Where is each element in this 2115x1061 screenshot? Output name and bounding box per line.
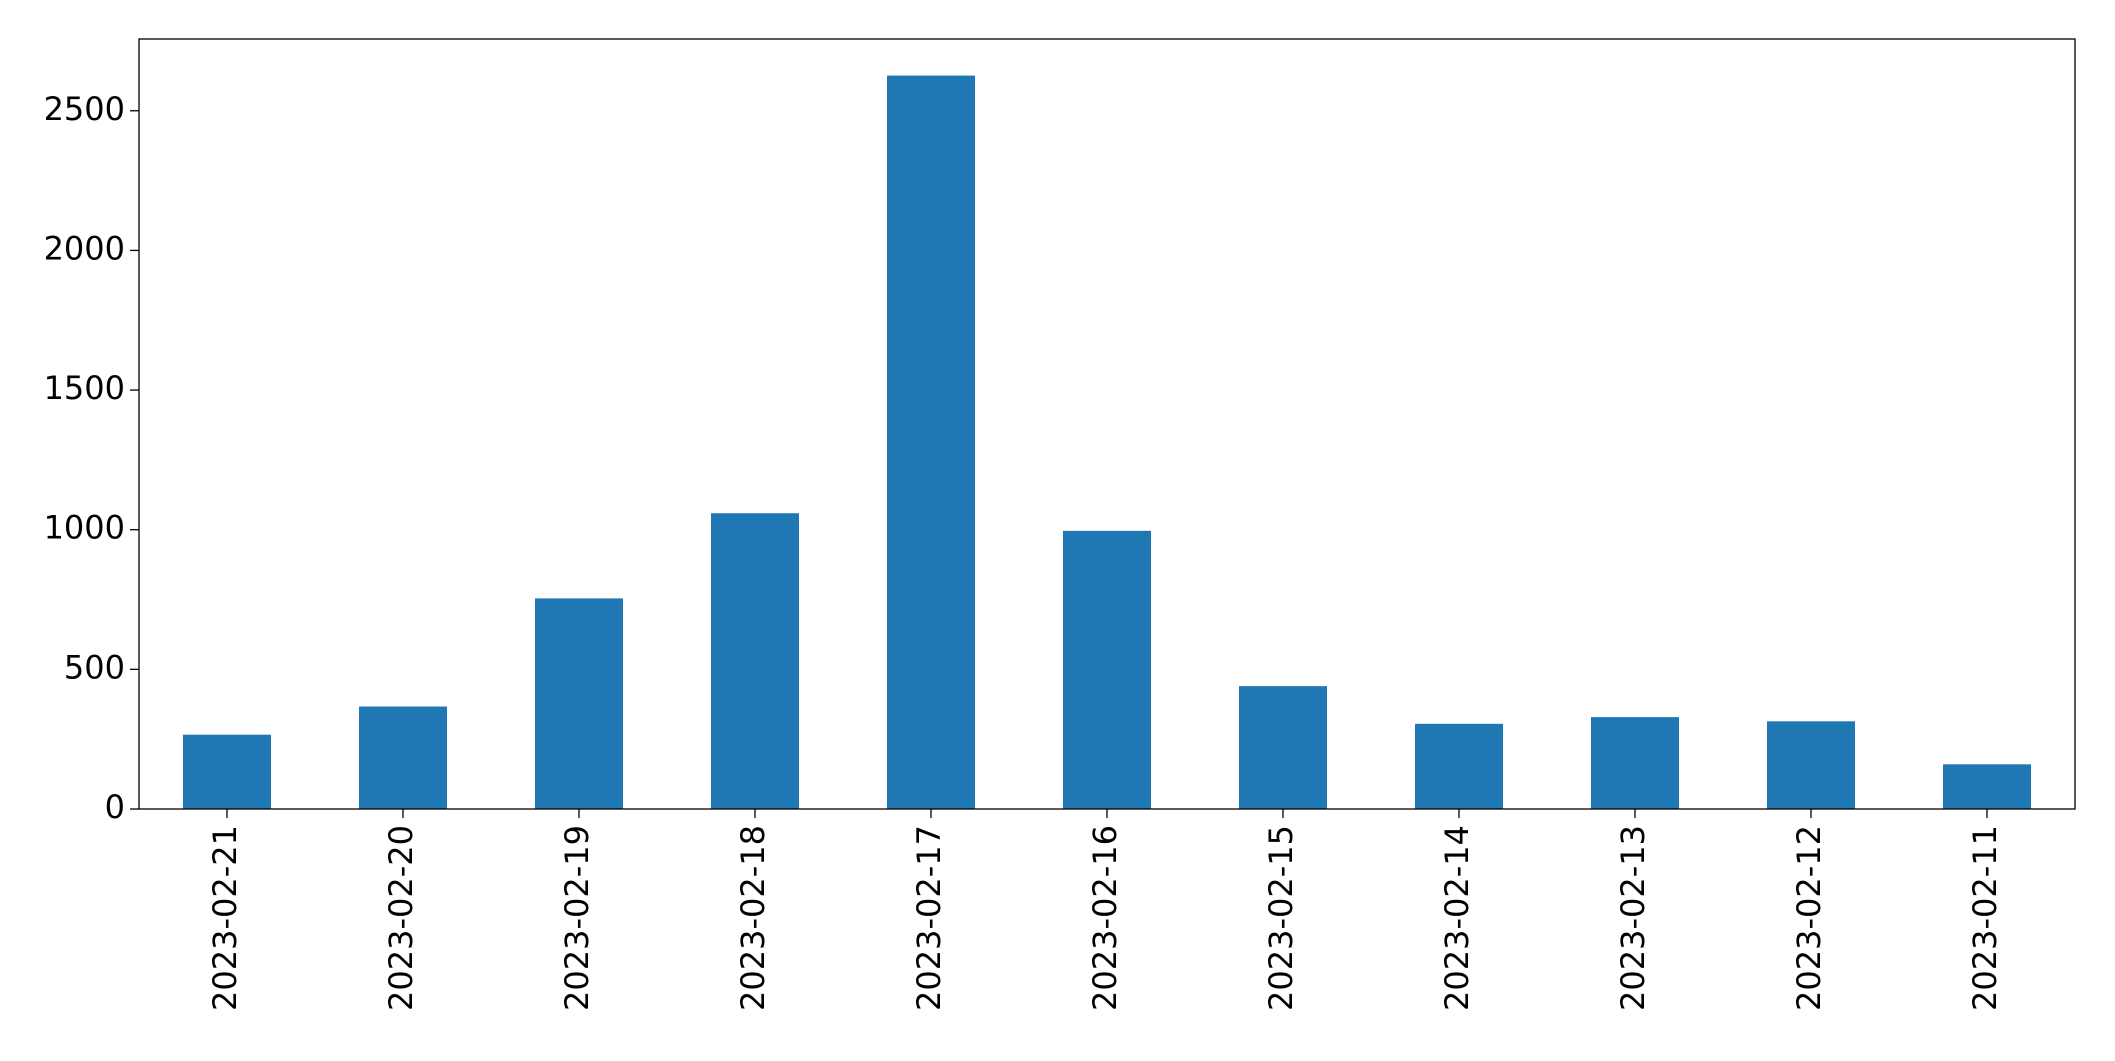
bar [1239,686,1327,809]
bar [711,513,799,809]
y-tick-label: 1000 [44,509,125,547]
bar [1415,723,1503,809]
bar [1767,721,1855,809]
x-tick-label: 2023-02-11 [1966,825,2004,1011]
x-tick-label: 2023-02-15 [1262,825,1300,1011]
x-tick-label: 2023-02-18 [734,825,772,1011]
bar [183,734,271,809]
x-tick-label: 2023-02-19 [558,825,596,1011]
x-tick-label: 2023-02-13 [1614,825,1652,1011]
bar [1591,717,1679,809]
bar [1943,764,2031,809]
y-tick-label: 1500 [44,369,125,407]
x-tick-label: 2023-02-12 [1790,825,1828,1011]
x-tick-label: 2023-02-21 [206,825,244,1011]
bar [535,598,623,809]
y-tick-label: 0 [105,788,125,826]
bar [359,706,447,809]
bar [1063,530,1151,809]
y-tick-label: 500 [64,648,125,686]
y-tick-label: 2500 [44,90,125,128]
x-tick-label: 2023-02-14 [1438,825,1476,1011]
bar [887,75,975,810]
x-tick-label: 2023-02-17 [910,825,948,1011]
x-tick-label: 2023-02-20 [382,825,420,1011]
x-tick-label: 2023-02-16 [1086,825,1124,1011]
y-tick-label: 2000 [44,229,125,267]
plot-frame [138,38,2076,810]
